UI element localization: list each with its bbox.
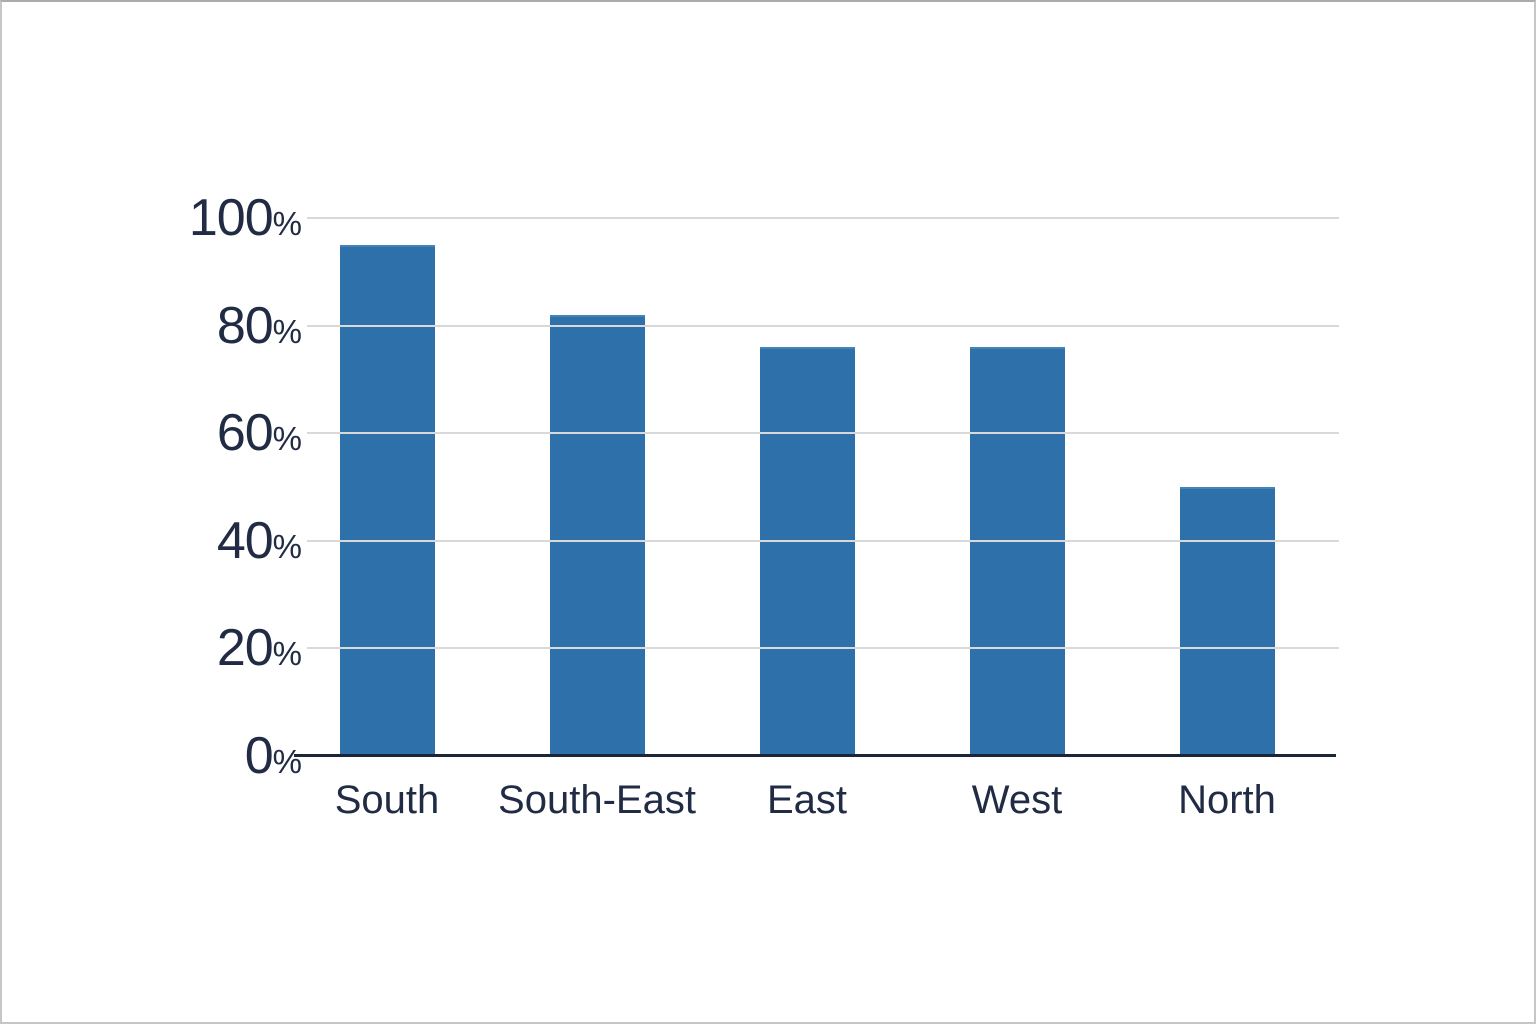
x-axis: South South-East East West North <box>282 778 1332 838</box>
bar-south-east <box>549 314 645 756</box>
x-tick-label-south-east: South-East <box>498 778 696 822</box>
x-tick-label-south: South <box>334 778 440 822</box>
y-tick-label-40: 40% <box>217 511 302 571</box>
y-tick-value: 20 <box>216 619 274 678</box>
y-tick-value: 60 <box>216 404 274 463</box>
bar-slot-east <box>702 218 912 756</box>
y-tick-value: 40 <box>216 511 274 570</box>
gridline-100 <box>307 217 1339 219</box>
y-axis: 0% 20% 40% 60% 80% 100% <box>2 189 302 785</box>
y-tick-label-100: 100% <box>189 188 302 248</box>
bar-slot-south-east <box>492 218 702 756</box>
y-tick-label-60: 60% <box>217 403 302 463</box>
y-tick-suffix: % <box>272 205 302 242</box>
gridline-20 <box>307 647 1339 650</box>
x-tick-label-north: North <box>1178 778 1276 822</box>
y-tick-label-20: 20% <box>217 618 302 678</box>
bar-slot-west <box>912 218 1122 756</box>
y-tick-label-80: 80% <box>217 296 302 356</box>
bar-west <box>969 347 1065 756</box>
y-tick-suffix: % <box>272 635 302 673</box>
y-tick-label-0: 0% <box>245 726 302 786</box>
bar-south <box>339 244 435 756</box>
x-tick-label-west: West <box>971 778 1063 822</box>
bar-slot-north <box>1122 218 1332 756</box>
y-tick-suffix: % <box>272 743 302 780</box>
y-tick-suffix: % <box>272 527 302 565</box>
y-tick-suffix: % <box>272 420 302 458</box>
bar-slot-south <box>282 218 492 756</box>
y-tick-value: 100 <box>188 189 274 247</box>
bar-series <box>282 218 1332 756</box>
x-tick-label-east: East <box>766 778 848 822</box>
y-tick-value: 80 <box>216 296 274 355</box>
bar-north <box>1179 487 1275 756</box>
y-tick-value: 0 <box>244 727 274 785</box>
gridline-40 <box>307 539 1339 542</box>
y-tick-suffix: % <box>272 312 302 350</box>
plot-area <box>307 217 1339 756</box>
gridline-60 <box>307 432 1339 435</box>
x-axis-line <box>294 754 1336 757</box>
bar-east <box>759 347 855 756</box>
gridline-80 <box>307 324 1339 327</box>
